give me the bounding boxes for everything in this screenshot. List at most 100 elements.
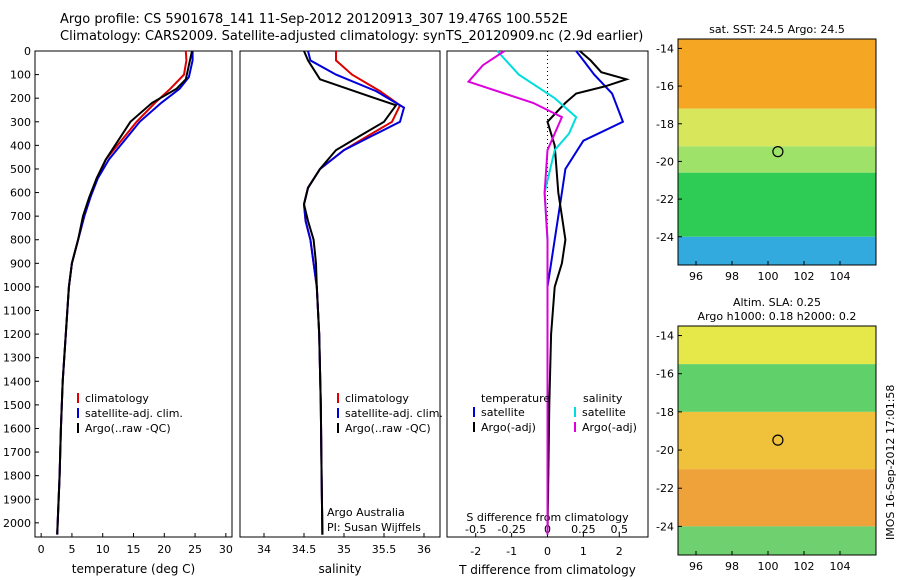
temperature-panel-y-tick-label: 800 xyxy=(10,234,31,247)
temperature-panel-series-argo-raw-qc- xyxy=(56,50,193,535)
sla-map-title: Altim. SLA: 0.25 xyxy=(733,296,821,309)
sst-map-title: sat. SST: 24.5 Argo: 24.5 xyxy=(709,23,845,36)
temperature-panel-series-satellite-adj-clim- xyxy=(56,51,194,535)
sst-map-y-tick-label: -22 xyxy=(656,193,674,206)
sla-map-field-band xyxy=(678,469,876,527)
salinity-panel-annotation: PI: Susan Wijffels xyxy=(327,521,421,534)
difference-panel-s-series-argo-adj- xyxy=(466,50,564,535)
salinity-panel-x-tick-label: 35 xyxy=(337,543,351,556)
difference-panel-t-series-argo-adj- xyxy=(546,50,630,535)
sla-map-y-tick-label: -24 xyxy=(656,520,674,533)
sla-map-float-marker xyxy=(772,434,784,446)
temperature-panel-y-tick-label: 600 xyxy=(10,187,31,200)
sst-map-y-tick-label: -24 xyxy=(656,231,674,244)
temperature-panel-x-tick-label: 0 xyxy=(38,543,45,556)
sst-map-x-tick-label: 96 xyxy=(689,270,703,283)
sst-map-field-band xyxy=(678,39,876,109)
climatology-title: Climatology: CARS2009. Satellite-adjuste… xyxy=(60,29,644,44)
salinity-panel-series-argo-raw-qc- xyxy=(302,50,398,535)
difference-panel-s-legend-label: satellite xyxy=(582,406,626,419)
salinity-panel-legend-label: Argo(..raw -QC) xyxy=(345,422,431,435)
temperature-panel-y-tick-label: 1500 xyxy=(3,399,31,412)
difference-panel-t-tick-label: 1 xyxy=(580,545,587,558)
salinity-panel-legend-label: satellite-adj. clim. xyxy=(345,407,443,420)
sst-map-x-tick-label: 100 xyxy=(758,270,779,283)
sst-map-y-tick-label: -14 xyxy=(656,42,674,55)
temperature-panel-x-tick-label: 10 xyxy=(96,543,110,556)
salinity-panel-x-axis-label: salinity xyxy=(318,562,361,576)
temperature-panel-legend-label: satellite-adj. clim. xyxy=(85,407,183,420)
temperature-panel-y-tick-label: 1400 xyxy=(3,375,31,388)
sst-map-y-tick-label: -20 xyxy=(656,155,674,168)
salinity-panel-annotation: Argo Australia xyxy=(327,506,405,519)
temperature-panel-y-tick-label: 1200 xyxy=(3,328,31,341)
sla-map-field-band xyxy=(678,411,876,470)
sst-map-frame xyxy=(677,38,877,266)
sst-map-field-band xyxy=(678,108,876,147)
difference-panel-t-tick-label: -2 xyxy=(470,545,481,558)
temperature-panel-y-tick-label: 1700 xyxy=(3,446,31,459)
temperature-panel-y-tick-label: 1300 xyxy=(3,352,31,365)
sst-map-float-marker xyxy=(772,146,784,158)
difference-panel-t-tick-label: -1 xyxy=(506,545,517,558)
temperature-panel-y-tick-label: 1800 xyxy=(3,470,31,483)
difference-panel-s-tick-label: -0.5 xyxy=(465,523,486,536)
sst-map-x-tick-label: 104 xyxy=(830,270,851,283)
difference-panel-s-tick-label: 0.25 xyxy=(571,523,596,536)
sla-map-y-tick-label: -22 xyxy=(656,482,674,495)
difference-panel-t-axis-label: T difference from climatology xyxy=(458,563,636,577)
difference-panel-legend-title: temperature xyxy=(481,392,550,405)
sla-map-y-tick-label: -16 xyxy=(656,368,674,381)
profile-title: Argo profile: CS 5901678_141 11-Sep-2012… xyxy=(60,12,568,27)
sla-map-field-band xyxy=(678,326,876,365)
sla-map-field-band xyxy=(678,526,876,555)
temperature-panel-y-tick-label: 500 xyxy=(10,163,31,176)
temperature-panel-x-axis-label: temperature (deg C) xyxy=(72,562,195,576)
sla-map-title: Argo h1000: 0.18 h2000: 0.2 xyxy=(698,310,857,323)
temperature-panel-x-tick-label: 20 xyxy=(157,543,171,556)
temperature-panel-legend-label: climatology xyxy=(85,392,149,405)
temperature-panel-x-tick-label: 5 xyxy=(68,543,75,556)
temperature-panel-y-tick-label: 300 xyxy=(10,116,31,129)
sla-map-x-tick-label: 96 xyxy=(689,560,703,573)
sst-map-field-band xyxy=(678,146,876,173)
sla-map-x-tick-label: 102 xyxy=(794,560,815,573)
sla-map-y-tick-label: -18 xyxy=(656,406,674,419)
sst-map-x-tick-label: 102 xyxy=(794,270,815,283)
temperature-panel-y-tick-label: 700 xyxy=(10,210,31,223)
temperature-panel-series-climatology xyxy=(56,50,188,535)
sst-map-y-tick-label: -16 xyxy=(656,80,674,93)
salinity-panel-series-climatology xyxy=(302,51,402,535)
salinity-panel-x-tick-label: 34.5 xyxy=(292,543,317,556)
temperature-panel-y-tick-label: 1600 xyxy=(3,422,31,435)
sst-map-y-tick-label: -18 xyxy=(656,118,674,131)
difference-panel-s-tick-label: 0.5 xyxy=(611,523,629,536)
sla-map-y-tick-label: -14 xyxy=(656,330,674,343)
difference-panel-t-legend-label: satellite xyxy=(481,406,525,419)
sst-map-field-band xyxy=(678,236,876,265)
imos-timestamp: IMOS 16-Sep-2012 17:01:58 xyxy=(884,384,897,540)
difference-panel-t-tick-label: 2 xyxy=(616,545,623,558)
difference-panel-s-tick-label: -0.25 xyxy=(497,523,525,536)
sla-map-y-tick-label: -20 xyxy=(656,444,674,457)
sla-map-x-tick-label: 104 xyxy=(830,560,851,573)
temperature-panel-y-tick-label: 1000 xyxy=(3,281,31,294)
temperature-panel-x-tick-label: 25 xyxy=(188,543,202,556)
temperature-panel-y-tick-label: 200 xyxy=(10,92,31,105)
difference-panel-t-tick-label: 0 xyxy=(544,545,551,558)
temperature-panel-y-tick-label: 400 xyxy=(10,139,31,152)
salinity-panel-frame xyxy=(239,50,441,538)
salinity-panel-x-tick-label: 34 xyxy=(257,543,271,556)
temperature-panel-frame xyxy=(34,50,233,538)
salinity-panel-legend-label: climatology xyxy=(345,392,409,405)
sla-map-x-tick-label: 100 xyxy=(758,560,779,573)
temperature-panel-y-tick-label: 1100 xyxy=(3,305,31,318)
sst-map-x-tick-label: 98 xyxy=(725,270,739,283)
sla-map-x-tick-label: 98 xyxy=(725,560,739,573)
sla-map-field-band xyxy=(678,364,876,412)
salinity-panel-x-tick-label: 35.5 xyxy=(372,543,397,556)
difference-panel-t-legend-label: Argo(-adj) xyxy=(481,421,536,434)
temperature-panel-y-tick-label: 0 xyxy=(24,45,31,58)
difference-panel-s-legend-label: Argo(-adj) xyxy=(582,421,637,434)
